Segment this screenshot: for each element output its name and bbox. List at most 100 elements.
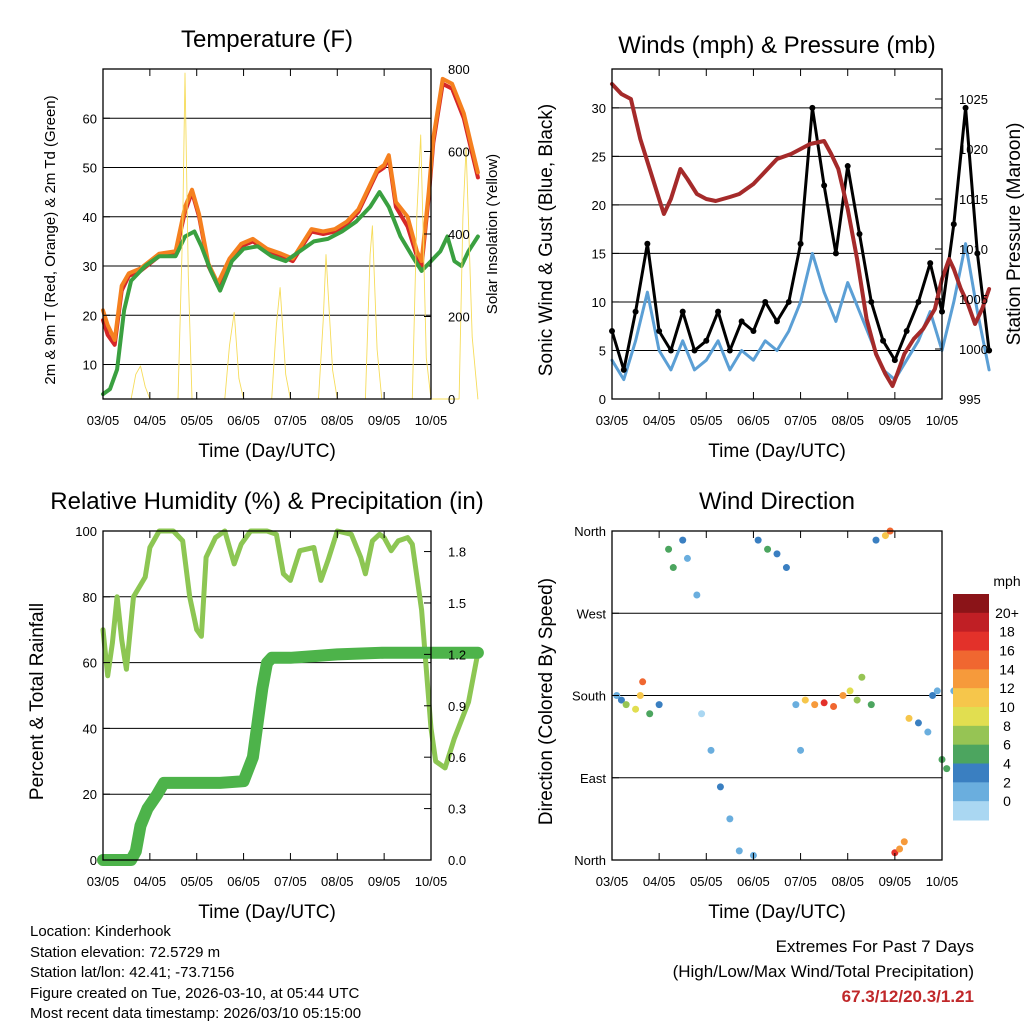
direction-point-21 <box>773 550 781 558</box>
gust-point-6 <box>679 308 686 315</box>
direction-point-30 <box>846 687 854 695</box>
series-2-1 <box>97 646 484 866</box>
y2-tick-label-0-3: 600 <box>448 145 470 160</box>
y-tick-label-3-4: North <box>574 524 606 539</box>
x-tick-label-0-6: 09/05 <box>368 413 401 428</box>
colorbar-label-0: 20+ <box>995 605 1019 621</box>
direction-point-38 <box>896 845 904 853</box>
direction-point-35 <box>881 532 889 540</box>
location-text: Location: Kinderhook <box>30 923 171 940</box>
direction-point-24 <box>797 746 805 754</box>
colorbar-swatch-1 <box>953 612 989 633</box>
x-tick-label-2-6: 09/05 <box>368 874 401 889</box>
y2-tick-label-2-1: 0.3 <box>448 802 466 817</box>
y-tick-label-2-2: 40 <box>83 721 97 736</box>
direction-point-15 <box>716 783 724 791</box>
y-tick-label-0-3: 40 <box>83 210 97 225</box>
y2-tick-label-0-1: 200 <box>448 310 470 325</box>
x-tick-label-3-2: 05/05 <box>690 874 723 889</box>
x-tick-label-1-6: 09/05 <box>879 413 912 428</box>
gust-point-30 <box>962 104 969 111</box>
gust-point-5 <box>667 347 674 354</box>
x-tick-label-2-1: 04/05 <box>134 874 167 889</box>
x-tick-label-0-5: 08/05 <box>321 413 354 428</box>
gust-point-21 <box>856 231 863 237</box>
direction-point-17 <box>735 847 743 855</box>
x-tick-label-2-0: 03/05 <box>87 874 120 889</box>
y2-tick-label-2-0: 0.0 <box>448 853 466 868</box>
y2-axis-label-0: Solar Insolation (Yellow) <box>484 154 501 314</box>
direction-point-23 <box>792 701 800 709</box>
y-tick-label-1-4: 20 <box>592 198 606 213</box>
x-tick-label-1-0: 03/05 <box>596 413 629 428</box>
direction-point-16 <box>726 815 734 823</box>
colorbar-swatch-9 <box>953 763 989 783</box>
chart-title-3: Wind Direction <box>699 488 855 515</box>
direction-point-13 <box>698 710 706 718</box>
x-axis-label-1: Time (Day/UTC) <box>708 441 846 462</box>
gust-point-20 <box>844 163 851 170</box>
x-tick-label-0-7: 10/05 <box>415 413 448 428</box>
y2-tick-label-2-5: 1.5 <box>448 596 466 611</box>
direction-point-6 <box>646 710 654 718</box>
gust-point-11 <box>738 318 745 325</box>
gust-point-14 <box>774 318 780 325</box>
x-tick-label-1-7: 10/05 <box>926 413 959 428</box>
chart-title-2: Relative Humidity (%) & Precipitation (i… <box>50 488 483 515</box>
gust-point-9 <box>715 308 722 315</box>
direction-point-3 <box>632 705 640 713</box>
direction-point-26 <box>811 701 819 709</box>
extremes-subtitle: (High/Low/Max Wind/Total Precipitation) <box>672 962 974 981</box>
y-axis-label-0: 2m & 9m T (Red, Orange) & 2m Td (Green) <box>42 95 59 384</box>
x-tick-label-2-2: 05/05 <box>180 874 213 889</box>
plot-frame-1 <box>611 68 943 400</box>
y-tick-label-2-1: 20 <box>83 787 97 802</box>
y-tick-label-2-0: 0 <box>90 853 97 868</box>
y2-tick-label-1-1: 1000 <box>959 342 988 357</box>
direction-point-27 <box>820 699 828 707</box>
chart-title-1: Winds (mph) & Pressure (mb) <box>618 32 935 59</box>
y-axis-label-3: Direction (Colored By Speed) <box>536 578 557 825</box>
y2-tick-label-0-4: 800 <box>448 62 470 77</box>
series-0-1 <box>101 76 480 342</box>
y-tick-label-1-3: 15 <box>592 246 606 261</box>
y2-tick-label-2-6: 1.8 <box>448 545 466 560</box>
gust-point-2 <box>632 308 639 315</box>
y2-tick-label-1-2: 1005 <box>959 292 988 307</box>
direction-point-9 <box>669 564 677 572</box>
y-tick-label-3-2: South <box>572 689 606 704</box>
colorbar-label-4: 12 <box>999 680 1015 696</box>
y-tick-label-3-1: East <box>580 771 606 786</box>
x-tick-label-0-3: 06/05 <box>227 413 260 428</box>
y-tick-label-1-5: 25 <box>592 149 606 164</box>
direction-point-19 <box>754 536 762 544</box>
direction-point-37 <box>891 849 899 857</box>
direction-point-10 <box>679 536 687 544</box>
direction-point-29 <box>839 692 847 699</box>
colorbar-label-7: 6 <box>1003 737 1011 753</box>
plot-frame-2 <box>102 530 432 861</box>
y-tick-label-3-0: North <box>574 853 606 868</box>
direction-point-34 <box>872 536 880 544</box>
colorbar-swatch-10 <box>953 782 989 802</box>
x-tick-label-3-3: 06/05 <box>737 874 770 889</box>
y-tick-label-1-2: 10 <box>592 295 606 310</box>
x-tick-label-1-2: 05/05 <box>690 413 723 428</box>
gust-point-16 <box>797 240 804 247</box>
y-tick-label-0-1: 20 <box>83 308 97 323</box>
gust-point-31 <box>974 250 981 257</box>
colorbar-label-1: 18 <box>999 624 1015 640</box>
x-tick-label-0-1: 04/05 <box>134 413 167 428</box>
gust-point-32 <box>986 347 993 354</box>
gust-point-24 <box>891 357 898 364</box>
direction-point-5 <box>639 678 647 686</box>
direction-point-25 <box>801 696 809 704</box>
gust-point-29 <box>950 221 957 228</box>
y2-tick-label-1-6: 1025 <box>959 92 988 107</box>
series-2-0 <box>100 528 481 771</box>
station-info: Location: Kinderhook Station elevation: … <box>30 922 361 1025</box>
x-tick-label-2-4: 07/05 <box>274 874 307 889</box>
colorbar-swatch-11 <box>953 801 989 821</box>
direction-point-33 <box>867 701 875 709</box>
